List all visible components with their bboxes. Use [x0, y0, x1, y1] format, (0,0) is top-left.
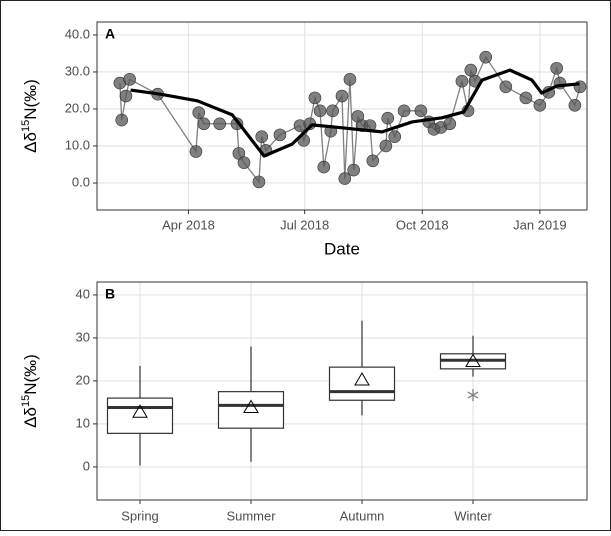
data-point — [192, 106, 206, 119]
y-tick-label: 0 — [83, 458, 90, 473]
x-tick-label: Oct 2018 — [396, 217, 449, 232]
y-tick-label: 10 — [76, 415, 90, 430]
data-point — [317, 160, 331, 174]
y-tick-label: 30 — [76, 329, 90, 344]
box — [106, 397, 174, 434]
y-tick-label: 40 — [76, 286, 90, 301]
data-point — [255, 130, 269, 144]
y-axis-title-part: 15 — [20, 120, 32, 132]
data-point — [123, 73, 136, 86]
x-tick-label: Jul 2018 — [280, 217, 329, 232]
x-tick-label: Apr 2018 — [162, 217, 215, 232]
data-point — [197, 117, 211, 131]
y-axis-title-part: Δδ — [21, 407, 40, 428]
mean-marker — [243, 399, 259, 414]
y-axis-title-part: N(‰) — [21, 354, 40, 395]
data-point — [519, 91, 533, 105]
y-axis-title: Δδ15N(‰) — [20, 79, 41, 153]
y-axis-title-part: N(‰) — [21, 79, 40, 120]
data-point — [338, 172, 352, 185]
y-axis-title-part: 15 — [20, 395, 32, 407]
x-tick-label: Jan 2019 — [513, 217, 567, 232]
data-point — [533, 98, 547, 112]
data-point — [388, 130, 402, 144]
data-point — [252, 175, 266, 189]
box — [217, 391, 285, 429]
y-axis-title: Δδ15N(‰) — [20, 354, 41, 428]
data-point — [313, 104, 327, 118]
data-point — [237, 156, 251, 169]
data-point — [550, 61, 563, 75]
panel-border — [96, 281, 588, 501]
y-tick-label: 20.0 — [65, 100, 90, 115]
data-point — [189, 145, 203, 158]
mean-marker — [465, 353, 481, 368]
data-point — [381, 111, 395, 125]
mean-marker — [132, 404, 148, 418]
panel-letter: A — [105, 26, 115, 42]
data-point — [347, 163, 360, 177]
data-point — [335, 89, 349, 103]
x-tick-label: Winter — [454, 508, 492, 523]
data-point — [119, 89, 133, 103]
data-point — [343, 73, 357, 86]
data-point — [273, 128, 287, 142]
data-point — [213, 117, 227, 131]
data-point — [366, 154, 380, 168]
data-point — [397, 104, 411, 118]
data-point — [379, 139, 393, 153]
x-axis-title: Date — [324, 239, 360, 258]
panel-border — [96, 21, 588, 211]
data-point — [443, 117, 457, 131]
mean-marker — [354, 372, 370, 386]
data-point — [115, 113, 129, 127]
y-tick-label: 40.0 — [65, 26, 90, 41]
data-point — [455, 74, 469, 88]
data-point — [464, 63, 478, 77]
y-tick-label: 20 — [76, 372, 90, 387]
outlier-stroke — [467, 391, 479, 399]
y-tick-label: 0.0 — [72, 174, 90, 189]
data-point — [568, 98, 582, 112]
data-point — [308, 91, 322, 105]
data-point — [499, 80, 513, 94]
x-tick-label: Spring — [121, 508, 159, 523]
y-tick-label: 30.0 — [65, 63, 90, 78]
panel-letter: B — [105, 286, 115, 302]
x-tick-label: Summer — [226, 508, 276, 523]
trend-line — [130, 68, 580, 158]
x-tick-label: Autumn — [340, 508, 385, 523]
box — [328, 366, 396, 401]
outlier — [467, 389, 479, 402]
data-point — [479, 50, 493, 64]
y-axis-title-part: Δδ — [21, 132, 40, 153]
y-tick-label: 10.0 — [65, 137, 90, 152]
data-point — [414, 104, 428, 118]
data-point — [326, 104, 339, 118]
